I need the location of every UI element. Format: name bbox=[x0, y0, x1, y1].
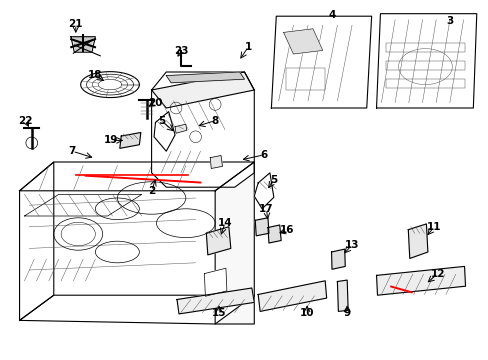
Text: 18: 18 bbox=[88, 70, 102, 80]
Polygon shape bbox=[267, 225, 281, 243]
Bar bbox=[285, 68, 325, 90]
Polygon shape bbox=[20, 295, 254, 324]
Text: 16: 16 bbox=[280, 225, 294, 235]
Text: 3: 3 bbox=[446, 16, 452, 26]
Text: 23: 23 bbox=[173, 46, 188, 56]
Text: 8: 8 bbox=[211, 116, 218, 126]
Polygon shape bbox=[20, 162, 54, 320]
Polygon shape bbox=[271, 16, 371, 108]
Polygon shape bbox=[258, 281, 326, 311]
Polygon shape bbox=[24, 194, 142, 216]
Text: 20: 20 bbox=[148, 98, 163, 108]
Polygon shape bbox=[177, 288, 254, 314]
Polygon shape bbox=[206, 227, 230, 255]
Text: 15: 15 bbox=[211, 308, 226, 318]
Polygon shape bbox=[166, 72, 244, 83]
Polygon shape bbox=[20, 162, 254, 191]
Text: 4: 4 bbox=[328, 10, 336, 20]
Text: 17: 17 bbox=[259, 204, 273, 214]
Text: 5: 5 bbox=[270, 175, 277, 185]
Polygon shape bbox=[73, 38, 93, 50]
Text: 9: 9 bbox=[343, 308, 350, 318]
Text: 5: 5 bbox=[158, 116, 164, 126]
Polygon shape bbox=[151, 72, 254, 108]
Polygon shape bbox=[407, 224, 427, 258]
Polygon shape bbox=[120, 132, 141, 148]
Polygon shape bbox=[331, 249, 345, 269]
Polygon shape bbox=[283, 29, 322, 54]
Text: 14: 14 bbox=[217, 218, 232, 228]
Text: 1: 1 bbox=[244, 42, 251, 52]
Text: 13: 13 bbox=[344, 240, 359, 250]
Polygon shape bbox=[175, 124, 186, 133]
Polygon shape bbox=[210, 156, 222, 168]
Polygon shape bbox=[151, 72, 254, 187]
Polygon shape bbox=[204, 268, 226, 296]
Polygon shape bbox=[254, 173, 273, 209]
Text: 10: 10 bbox=[299, 308, 314, 318]
Text: 22: 22 bbox=[18, 116, 33, 126]
Polygon shape bbox=[255, 218, 268, 236]
Polygon shape bbox=[376, 266, 465, 295]
Text: 11: 11 bbox=[426, 222, 441, 232]
Polygon shape bbox=[376, 14, 476, 108]
Text: 6: 6 bbox=[260, 150, 267, 160]
Text: 12: 12 bbox=[429, 269, 444, 279]
Text: 21: 21 bbox=[68, 19, 83, 30]
Text: 2: 2 bbox=[148, 186, 155, 196]
Bar bbox=[386, 61, 464, 70]
Bar bbox=[386, 43, 464, 52]
Text: 19: 19 bbox=[104, 135, 119, 145]
Polygon shape bbox=[215, 162, 254, 324]
Bar bbox=[386, 79, 464, 88]
Polygon shape bbox=[337, 280, 347, 311]
Text: 7: 7 bbox=[68, 146, 76, 156]
Polygon shape bbox=[154, 112, 175, 151]
